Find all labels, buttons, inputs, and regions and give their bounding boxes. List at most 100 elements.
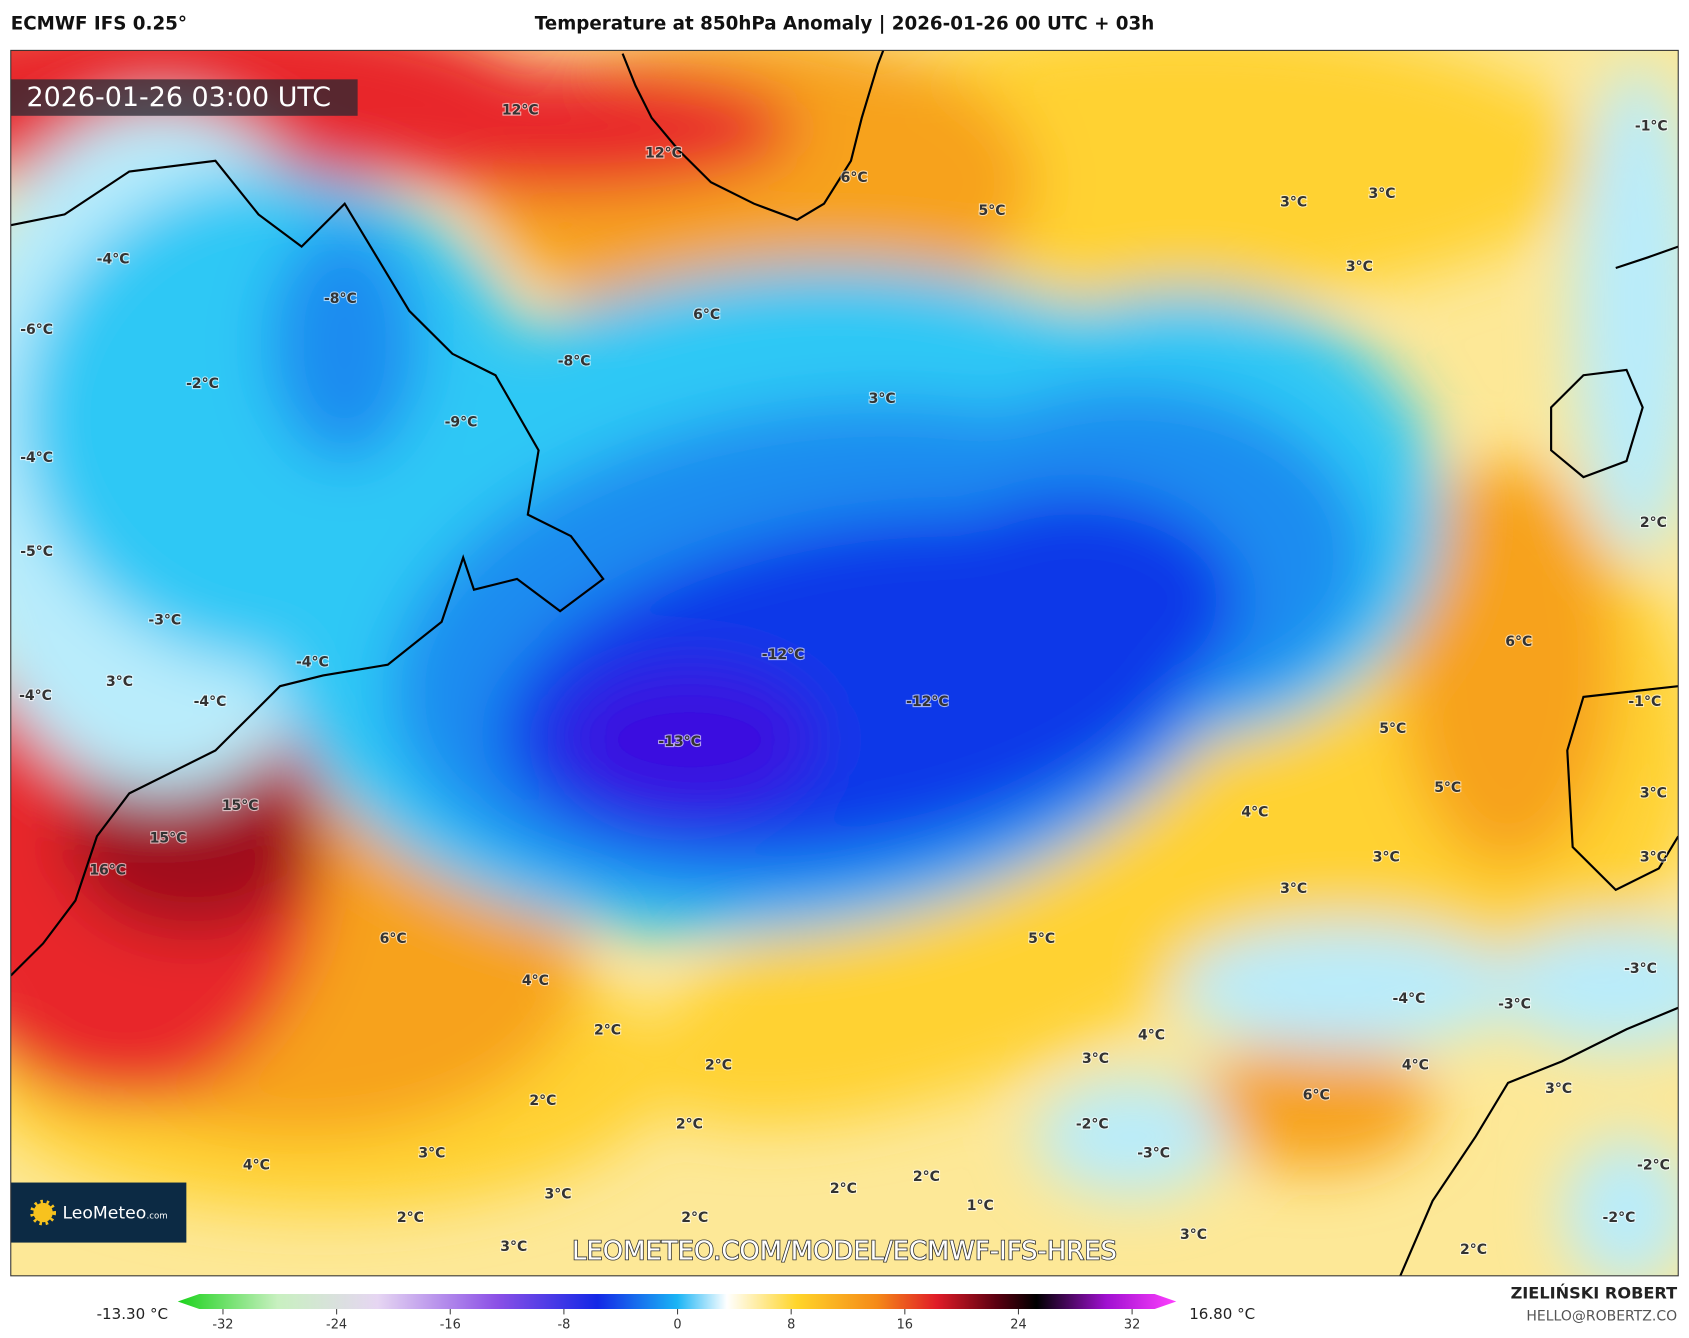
contour-label: 12°C <box>502 102 539 118</box>
contour-label: 3°C <box>544 1186 571 1202</box>
contour-label: -9°C <box>445 414 478 430</box>
contour-label: 2°C <box>594 1022 621 1038</box>
contour-label: 2°C <box>830 1181 857 1197</box>
contour-label: 6°C <box>1303 1088 1330 1104</box>
coastline <box>1615 245 1679 270</box>
coastline <box>10 159 605 977</box>
watermark: LEOMETEO.COM/MODEL/ECMWF-IFS-HRES <box>572 1237 1117 1267</box>
colorbar-tick-label: 24 <box>1010 1318 1026 1333</box>
contour-label: 4°C <box>243 1157 270 1173</box>
contour-label: 3°C <box>1640 850 1667 866</box>
contour-label: -4°C <box>19 688 52 704</box>
contour-label: 2°C <box>681 1210 708 1226</box>
field-blob <box>1572 64 1679 558</box>
contour-label: -2°C <box>186 376 219 392</box>
contour-label: 16°C <box>89 863 126 879</box>
contour-label: -1°C <box>1635 119 1668 135</box>
contour-label: 3°C <box>1640 785 1667 801</box>
contour-label: 4°C <box>1241 805 1268 821</box>
contour-label: -4°C <box>194 694 227 710</box>
coastline <box>1566 685 1679 892</box>
contour-label: -3°C <box>148 613 181 629</box>
contour-label: -5°C <box>20 544 53 560</box>
contour-label: 15°C <box>150 830 187 846</box>
contour-label: 4°C <box>1138 1028 1165 1044</box>
field-blob <box>643 803 1296 1127</box>
colorbar-tick-label: 8 <box>787 1318 795 1333</box>
contour-label: -1°C <box>1628 694 1661 710</box>
field-blob <box>1034 1077 1228 1196</box>
field-blob <box>1400 461 1616 869</box>
contour-label: -3°C <box>1624 961 1657 977</box>
colorbar-tick-label: 16 <box>897 1318 913 1333</box>
contour-label: 5°C <box>1434 780 1461 796</box>
contour-label: 3°C <box>1082 1051 1109 1067</box>
coastline <box>1550 368 1644 479</box>
contour-label: 12°C <box>645 145 682 161</box>
contour-label: -2°C <box>1076 1117 1109 1133</box>
contour-label: 2°C <box>529 1093 556 1109</box>
colorbar: -32 -24 -16 -8 0 8 16 24 32 <box>177 1294 1177 1333</box>
contour-label: -8°C <box>324 291 357 307</box>
contour-label: 4°C <box>1402 1058 1429 1074</box>
field-blob <box>1497 922 1679 1051</box>
field-blob <box>269 225 421 462</box>
contour-label: 3°C <box>1545 1081 1572 1097</box>
contour-label: 2°C <box>705 1058 732 1074</box>
contour-label: 3°C <box>1373 850 1400 866</box>
contour-label: -12°C <box>762 647 805 663</box>
field-blob <box>323 64 798 193</box>
colorbar-ramp <box>177 1294 1177 1310</box>
coastline <box>621 50 885 221</box>
contour-label: 6°C <box>693 307 720 323</box>
contour-label: 3°C <box>1280 881 1307 897</box>
contour-label: 2°C <box>676 1117 703 1133</box>
contour-label: 2°C <box>1460 1242 1487 1258</box>
contour-labels: 12°C 12°C 6°C 5°C 3°C 3°C 3°C -1°C -4°C -8°C -6°C 6… <box>18 101 1671 1259</box>
contour-label: 6°C <box>1505 634 1532 650</box>
temperature-field <box>10 50 1679 1276</box>
logo-suffix: .com <box>146 1211 167 1221</box>
contour-label: 5°C <box>1379 721 1406 737</box>
contour-label: -2°C <box>1637 1157 1670 1173</box>
contour-label: -8°C <box>558 353 591 369</box>
contour-label: 5°C <box>979 203 1006 219</box>
map: 12°C 12°C 6°C 5°C 3°C 3°C 3°C -1°C -4°C -8°C -6°C 6… <box>10 50 1679 1276</box>
contour-label: 3°C <box>1346 259 1373 275</box>
colorbar-tick-label: -8 <box>557 1318 570 1333</box>
field-blob <box>1195 1039 1433 1169</box>
contour-label: 3°C <box>106 674 133 690</box>
contour-label: 2°C <box>1640 515 1667 531</box>
colorbar-tick-label: 0 <box>673 1318 681 1333</box>
logo-icon <box>30 1199 57 1226</box>
contour-label: 1°C <box>967 1198 994 1214</box>
contour-label: -4°C <box>1393 991 1426 1007</box>
model-name: ECMWF IFS 0.25° <box>11 14 187 35</box>
contour-label: 3°C <box>1368 186 1395 202</box>
contour-label: -4°C <box>296 655 329 671</box>
contour-label: 3°C <box>1280 195 1307 211</box>
coastlines <box>10 50 1679 1276</box>
contour-label: -12°C <box>906 694 949 710</box>
contour-label: 2°C <box>913 1169 940 1185</box>
contour-label: -4°C <box>20 450 53 466</box>
colorbar-min: -13.30 °C <box>97 1305 168 1323</box>
contour-label: -6°C <box>20 322 53 338</box>
contour-label: 15°C <box>222 798 259 814</box>
field-blob <box>560 664 819 815</box>
field-blob <box>1561 1136 1679 1276</box>
colorbar-max: 16.80 °C <box>1189 1305 1255 1323</box>
colorbar-tick-label: 32 <box>1124 1318 1140 1333</box>
contour-label: 3°C <box>500 1239 527 1255</box>
contour-label: -2°C <box>1603 1210 1636 1226</box>
contour-label: 6°C <box>380 931 407 947</box>
contour-label: 2°C <box>397 1210 424 1226</box>
contour-label: -3°C <box>1498 997 1531 1013</box>
colorbar-tick-label: -32 <box>212 1318 233 1333</box>
contour-label: -3°C <box>1137 1146 1170 1162</box>
contour-label: -4°C <box>97 251 130 267</box>
email: HELLO@ROBERTZ.CO <box>1526 1309 1677 1325</box>
contour-label: 3°C <box>418 1146 445 1162</box>
logo-text: LeoMeteo <box>62 1204 146 1224</box>
